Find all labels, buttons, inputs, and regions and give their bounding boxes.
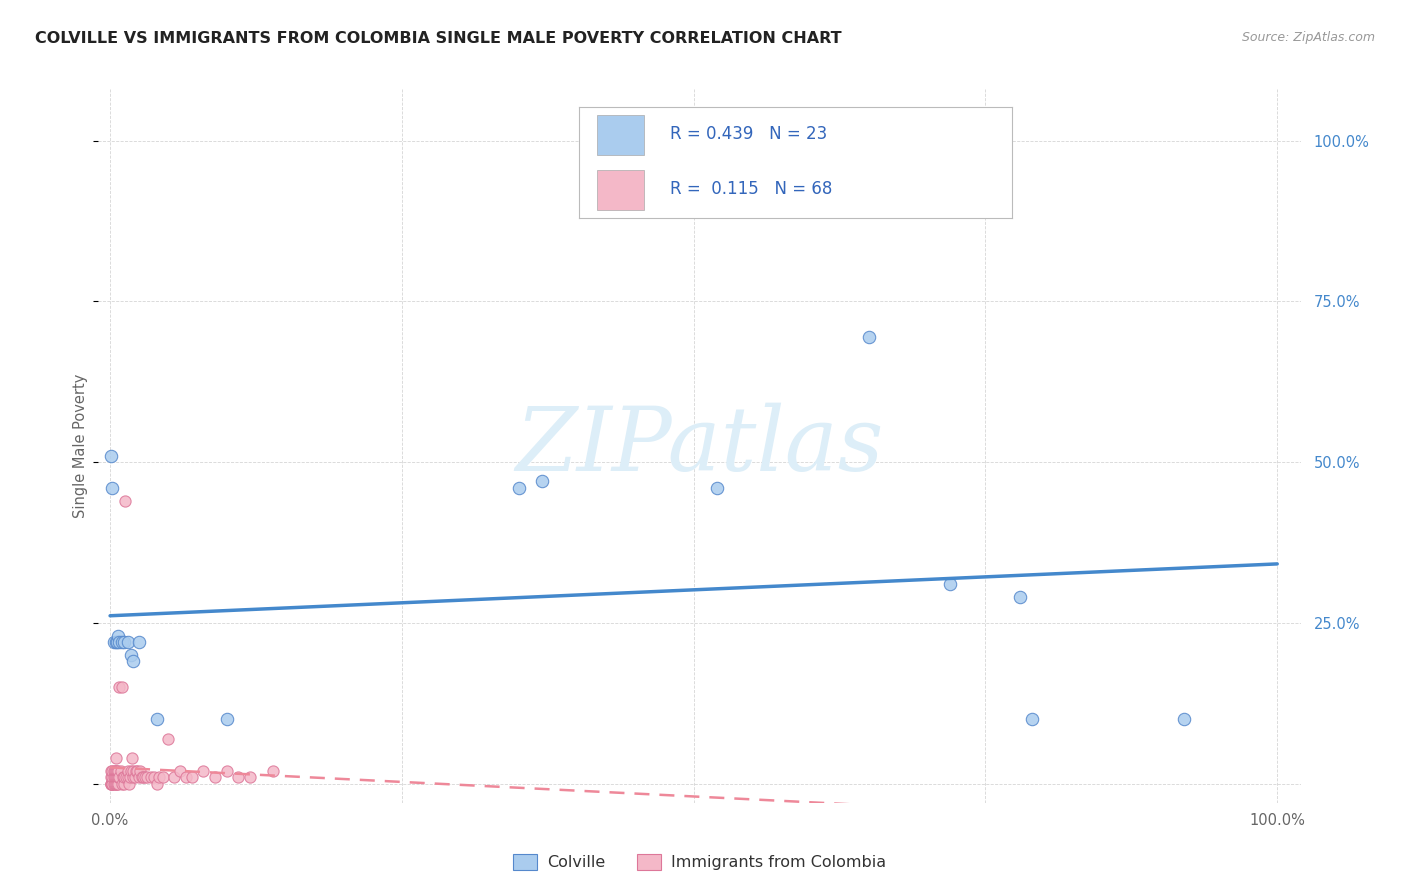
Point	[215, 712, 238, 726]
Point	[111, 776, 134, 790]
Point	[858, 329, 880, 343]
Text: ZIPatlas: ZIPatlas	[515, 402, 884, 490]
Point	[100, 776, 122, 790]
Point	[228, 770, 250, 784]
Point	[174, 770, 197, 784]
Point	[104, 764, 127, 778]
Point	[706, 481, 728, 495]
Point	[104, 770, 127, 784]
Point	[107, 764, 129, 778]
Point	[104, 764, 127, 778]
Point	[107, 770, 129, 784]
Point	[122, 764, 145, 778]
Point	[117, 770, 139, 784]
Point	[112, 776, 135, 790]
Point	[125, 764, 148, 778]
Point	[157, 731, 180, 746]
Point	[104, 635, 127, 649]
Text: Source: ZipAtlas.com: Source: ZipAtlas.com	[1241, 31, 1375, 45]
Point	[128, 770, 150, 784]
Text: COLVILLE VS IMMIGRANTS FROM COLOMBIA SINGLE MALE POVERTY CORRELATION CHART: COLVILLE VS IMMIGRANTS FROM COLOMBIA SIN…	[35, 31, 842, 46]
Point	[107, 776, 129, 790]
Point	[122, 770, 145, 784]
Point	[105, 770, 128, 784]
Point	[136, 770, 159, 784]
Point	[104, 776, 127, 790]
Point	[101, 764, 124, 778]
Point	[180, 770, 202, 784]
Point	[139, 770, 162, 784]
Point	[128, 635, 150, 649]
Point	[111, 635, 134, 649]
Point	[508, 481, 530, 495]
Point	[143, 770, 166, 784]
Point	[100, 449, 122, 463]
Point	[118, 770, 141, 784]
Point	[120, 764, 142, 778]
Point	[111, 770, 134, 784]
Y-axis label: Single Male Poverty: Single Male Poverty	[73, 374, 87, 518]
Point	[263, 764, 285, 778]
Point	[215, 764, 238, 778]
Point	[122, 654, 145, 668]
Point	[100, 770, 122, 784]
Point	[111, 680, 134, 694]
Point	[104, 751, 127, 765]
Point	[114, 493, 136, 508]
Legend: Colville, Immigrants from Colombia: Colville, Immigrants from Colombia	[508, 847, 891, 877]
Point	[193, 764, 215, 778]
Point	[108, 680, 131, 694]
Point	[1010, 590, 1032, 604]
Point	[105, 635, 128, 649]
Point	[103, 776, 125, 790]
Point	[132, 770, 155, 784]
Point	[108, 770, 131, 784]
Point	[107, 629, 129, 643]
Point	[104, 776, 127, 790]
Point	[118, 776, 141, 790]
Point	[146, 776, 169, 790]
Point	[939, 577, 962, 591]
Point	[103, 635, 125, 649]
Point	[112, 770, 135, 784]
Point	[117, 635, 139, 649]
Point	[1021, 712, 1043, 726]
Point	[148, 770, 170, 784]
Point	[100, 776, 122, 790]
Point	[124, 770, 146, 784]
Point	[131, 770, 153, 784]
Point	[530, 475, 553, 489]
Point	[101, 776, 124, 790]
Point	[105, 764, 128, 778]
Point	[117, 764, 139, 778]
Point	[169, 764, 191, 778]
Point	[125, 764, 148, 778]
Point	[101, 770, 124, 784]
Point	[103, 764, 125, 778]
Point	[112, 635, 135, 649]
Point	[103, 770, 125, 784]
Point	[110, 764, 132, 778]
Point	[104, 770, 127, 784]
Point	[108, 635, 131, 649]
Point	[105, 776, 128, 790]
Point	[204, 770, 226, 784]
Point	[115, 770, 138, 784]
Point	[1173, 712, 1195, 726]
Point	[134, 770, 156, 784]
Point	[129, 764, 152, 778]
Point	[100, 764, 122, 778]
Point	[163, 770, 186, 784]
Point	[239, 770, 262, 784]
Point	[100, 776, 122, 790]
Point	[120, 648, 142, 662]
Point	[152, 770, 174, 784]
Point	[146, 712, 169, 726]
Point	[101, 776, 124, 790]
Point	[101, 481, 124, 495]
Point	[121, 751, 143, 765]
